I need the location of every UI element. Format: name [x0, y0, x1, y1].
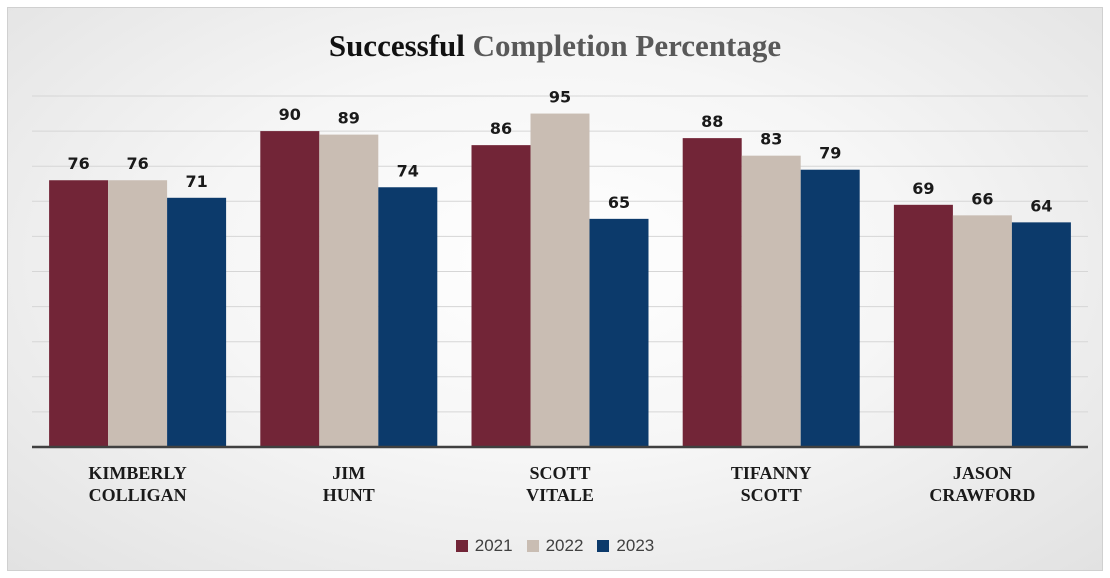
bar-2023: [589, 218, 649, 447]
bar-2021: [471, 145, 531, 447]
legend-swatch: [455, 540, 468, 552]
data-label: 65: [608, 193, 630, 212]
data-label: 69: [912, 179, 934, 198]
bar-2021: [682, 138, 742, 447]
category-label: SCOTT: [529, 463, 590, 483]
bar-2023: [800, 169, 860, 447]
category-label: SCOTT: [741, 485, 802, 505]
legend-label: 2022: [545, 536, 584, 555]
data-label: 76: [67, 154, 89, 173]
bar-2023: [167, 197, 227, 447]
data-label: 89: [338, 109, 360, 128]
data-label: 90: [279, 105, 301, 124]
data-label: 71: [185, 172, 207, 191]
legend-item: 2023: [597, 536, 654, 556]
bar-2021: [260, 131, 320, 447]
chart-legend: 2021 2022 2023: [0, 536, 1110, 556]
category-label: JIM: [332, 463, 365, 483]
category-label: KIMBERLY: [88, 463, 186, 483]
data-label: 83: [760, 130, 782, 149]
data-label: 66: [971, 189, 993, 208]
data-label: 95: [549, 88, 571, 107]
category-label: JASON: [953, 463, 1012, 483]
title-word-rest: Completion Percentage: [472, 28, 782, 63]
category-label: CRAWFORD: [929, 485, 1035, 505]
category-label: COLLIGAN: [89, 485, 187, 505]
data-label: 64: [1030, 196, 1052, 215]
data-label: 76: [126, 154, 148, 173]
legend-swatch: [597, 540, 610, 552]
category-label: HUNT: [323, 485, 375, 505]
bar-2021: [49, 180, 109, 448]
bar-2022: [108, 180, 168, 448]
legend-label: 2021: [474, 536, 513, 555]
data-label: 79: [819, 144, 841, 163]
data-label: 74: [397, 161, 419, 180]
bar-2023: [378, 187, 438, 447]
bar-2022: [741, 155, 801, 448]
data-label: 86: [490, 119, 512, 138]
category-label: TIFANNY: [731, 463, 812, 483]
legend-item: 2021: [455, 536, 513, 556]
legend-swatch: [526, 540, 539, 552]
data-label: 88: [701, 112, 723, 131]
bar-2023: [1011, 222, 1071, 447]
bar-2021: [893, 204, 953, 447]
bar-2022: [319, 134, 379, 448]
chart-title: Successful Completion Percentage: [0, 28, 1110, 64]
title-word-1: Successful: [328, 28, 465, 63]
legend-item: 2022: [526, 536, 584, 556]
legend-label: 2023: [616, 536, 655, 555]
bar-2022: [952, 215, 1012, 447]
category-label: VITALE: [526, 485, 594, 505]
bar-2022: [530, 113, 590, 448]
